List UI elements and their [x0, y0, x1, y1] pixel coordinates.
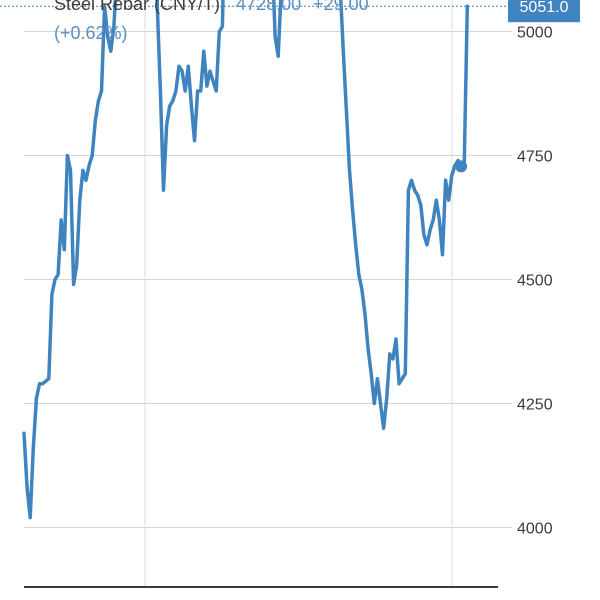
- instrument-header: Steel Rebar (CNY/T) 4728.00 +29.00 (+0.62%…: [54, 0, 369, 44]
- price-change-percent: (+0.62%): [54, 23, 128, 43]
- y-tick-label-5000: 5000: [517, 25, 553, 42]
- current-value-box: [508, 0, 580, 23]
- y-tick-label-4500: 4500: [517, 273, 553, 290]
- y-tick-label-4250: 4250: [517, 397, 553, 414]
- current-value-label: 5051.0: [520, 0, 569, 16]
- last-price: 4728.00: [236, 0, 302, 14]
- price-series-line: [22, 0, 470, 520]
- price-marker-point: [455, 160, 468, 173]
- instrument-name: Steel Rebar (CNY/T): [54, 0, 221, 14]
- price-change: +29.00: [313, 0, 369, 14]
- grid-layer: 400042504500475050005250550057506000: [24, 0, 553, 588]
- overlay-layer: 5051.0: [0, 0, 580, 23]
- header-line-1: Steel Rebar (CNY/T) 4728.00 +29.00: [54, 0, 369, 15]
- y-tick-label-4750: 4750: [517, 149, 553, 166]
- series-layer: [22, 0, 470, 520]
- y-tick-label-4000: 4000: [517, 521, 553, 538]
